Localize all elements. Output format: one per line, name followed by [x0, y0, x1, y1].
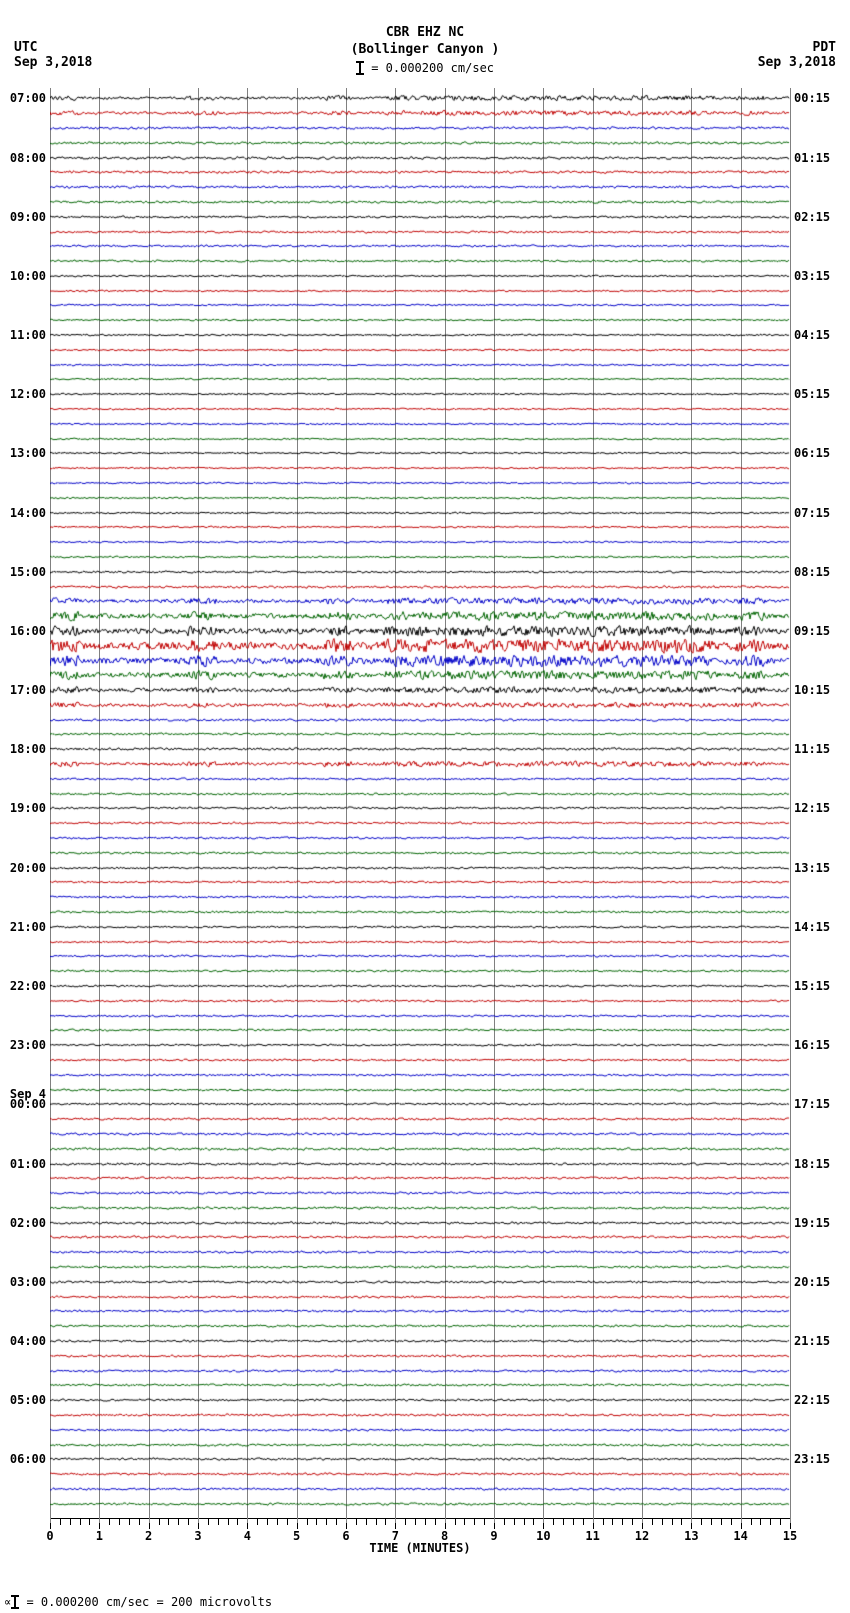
- local-time-label: 13:15: [790, 861, 830, 875]
- local-time-label: 03:15: [790, 269, 830, 283]
- utc-time-label: 04:00: [10, 1334, 50, 1348]
- utc-time-label: 18:00: [10, 742, 50, 756]
- header: CBR EHZ NC (Bollinger Canyon ) = 0.00020…: [0, 0, 850, 75]
- local-time-label: 05:15: [790, 387, 830, 401]
- footer-prefix: ∝: [4, 1595, 11, 1609]
- utc-time-label: 09:00: [10, 210, 50, 224]
- local-time-label: 21:15: [790, 1334, 830, 1348]
- utc-time-label: 14:00: [10, 506, 50, 520]
- utc-time-label: 19:00: [10, 801, 50, 815]
- utc-time-label: 22:00: [10, 979, 50, 993]
- utc-time-label: 17:00: [10, 683, 50, 697]
- utc-time-label: 16:00: [10, 624, 50, 638]
- utc-time-label: 12:00: [10, 387, 50, 401]
- local-time-label: 17:15: [790, 1097, 830, 1111]
- local-time-label: 04:15: [790, 328, 830, 342]
- footer-scale: ∝ = 0.000200 cm/sec = 200 microvolts: [4, 1595, 272, 1610]
- timezone-right-label: PDT: [813, 40, 836, 55]
- utc-time-label: 01:00: [10, 1157, 50, 1171]
- local-time-label: 14:15: [790, 920, 830, 934]
- station-title: CBR EHZ NC: [0, 25, 850, 42]
- local-time-label: 23:15: [790, 1452, 830, 1466]
- seismograph-container: CBR EHZ NC (Bollinger Canyon ) = 0.00020…: [0, 0, 850, 1613]
- utc-time-label: 03:00: [10, 1275, 50, 1289]
- footer-text: = 0.000200 cm/sec = 200 microvolts: [19, 1595, 272, 1609]
- local-time-label: 06:15: [790, 446, 830, 460]
- local-time-label: 19:15: [790, 1216, 830, 1230]
- local-time-label: 11:15: [790, 742, 830, 756]
- utc-time-label: 11:00: [10, 328, 50, 342]
- utc-time-label: 08:00: [10, 151, 50, 165]
- utc-time-label: 10:00: [10, 269, 50, 283]
- x-axis-title: TIME (MINUTES): [369, 1541, 470, 1555]
- local-time-label: 01:15: [790, 151, 830, 165]
- utc-time-label: 02:00: [10, 1216, 50, 1230]
- local-time-label: 22:15: [790, 1393, 830, 1407]
- local-time-label: 20:15: [790, 1275, 830, 1289]
- utc-time-label: 20:00: [10, 861, 50, 875]
- utc-time-label: 15:00: [10, 565, 50, 579]
- local-time-label: 00:15: [790, 91, 830, 105]
- local-time-label: 10:15: [790, 683, 830, 697]
- local-time-label: 15:15: [790, 979, 830, 993]
- local-time-label: 09:15: [790, 624, 830, 638]
- date-change-label: Sep 4: [10, 1088, 50, 1102]
- local-time-label: 12:15: [790, 801, 830, 815]
- timezone-left-label: UTC: [14, 40, 37, 55]
- utc-time-label: 21:00: [10, 920, 50, 934]
- utc-time-label: 06:00: [10, 1452, 50, 1466]
- station-subtitle: (Bollinger Canyon ): [0, 42, 850, 59]
- utc-time-label: 07:00: [10, 91, 50, 105]
- local-time-label: 16:15: [790, 1038, 830, 1052]
- scale-bar-icon: [11, 1595, 19, 1609]
- seismic-trace: [50, 1474, 790, 1534]
- local-time-label: 08:15: [790, 565, 830, 579]
- utc-time-label: 23:00: [10, 1038, 50, 1052]
- utc-time-label: 05:00: [10, 1393, 50, 1407]
- local-time-label: 02:15: [790, 210, 830, 224]
- local-time-label: 07:15: [790, 506, 830, 520]
- local-time-label: 18:15: [790, 1157, 830, 1171]
- utc-time-label: 13:00: [10, 446, 50, 460]
- seismograph-plot: TIME (MINUTES) 0123456789101112131415 07…: [50, 88, 790, 1553]
